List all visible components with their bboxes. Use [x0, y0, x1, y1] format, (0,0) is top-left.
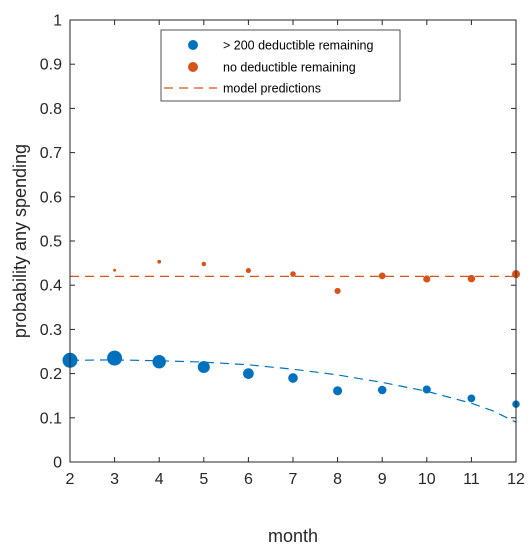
- model-prediction-line-3: [69, 359, 517, 423]
- legend-entry-deductible-remaining: > 200 deductible remaining: [188, 39, 373, 53]
- no-deductible-point: [290, 271, 296, 277]
- y-tick-label: 0.8: [40, 101, 62, 118]
- no-deductible-point: [201, 261, 207, 267]
- no-deductible-point: [113, 268, 117, 272]
- legend-box: [160, 29, 401, 102]
- y-tick-label: 0.7: [40, 145, 62, 162]
- no-deductible-point: [378, 272, 386, 280]
- legend-label-deductible-remaining: > 200 deductible remaining: [223, 39, 373, 53]
- deductible-remaining-point: [333, 386, 343, 396]
- no-deductible-point: [423, 275, 431, 283]
- y-tick-label: 1: [53, 13, 62, 30]
- y-tick-label: 0.1: [40, 410, 62, 427]
- plot-frame: [69, 19, 517, 463]
- legend-label-no-deductible: no deductible remaining: [223, 61, 356, 75]
- y-tick-label: 0.9: [40, 57, 62, 74]
- y-tick-label: 0.3: [40, 322, 62, 339]
- y-tick-label: 0.4: [40, 278, 62, 295]
- y-axis-ticks: 0 0.1 0.2 0.3 0.4 0.5 0.6 0.7 0.8 0.9 1: [40, 13, 516, 472]
- x-tick-label: 7: [289, 471, 298, 488]
- y-tick-label: 0.6: [40, 189, 62, 206]
- x-tick-label: 3: [110, 471, 119, 488]
- x-tick-label: 6: [244, 471, 253, 488]
- y-tick-label: 0.5: [40, 234, 62, 251]
- deductible-remaining-point: [422, 385, 431, 394]
- legend-marker-blue-dot: [188, 40, 198, 50]
- no-deductible-point: [467, 274, 476, 283]
- deductible-remaining-point: [377, 385, 387, 395]
- deductible-remaining-point: [152, 355, 166, 369]
- legend-entry-no-deductible: no deductible remaining: [188, 61, 356, 75]
- deductible-remaining-point: [288, 373, 298, 383]
- y-axis-label: probability any spending: [10, 144, 30, 338]
- x-axis-label: month: [268, 526, 318, 546]
- x-tick-label: 2: [66, 471, 75, 488]
- x-tick-label: 9: [378, 471, 387, 488]
- model-prediction-lines: [69, 275, 517, 423]
- x-tick-label: 12: [507, 471, 525, 488]
- x-tick-label: 8: [333, 471, 342, 488]
- deductible-remaining-point: [197, 360, 210, 374]
- x-tick-label: 11: [463, 471, 480, 488]
- x-axis-ticks: 2 3 4 5 6 7 8 9 10 11 12: [66, 20, 525, 488]
- y-tick-label: 0.2: [40, 366, 62, 383]
- legend-entry-model-predictions: model predictions: [164, 82, 321, 96]
- deductible-remaining-point: [467, 394, 476, 403]
- legend-marker-orange-dot: [188, 62, 198, 72]
- deductible-remaining-point: [107, 350, 123, 366]
- x-tick-label: 4: [155, 471, 164, 488]
- no-deductible-point: [157, 259, 162, 264]
- x-tick-label: 10: [418, 471, 436, 488]
- x-tick-label: 5: [199, 471, 208, 488]
- legend: > 200 deductible remaining no deductible…: [160, 29, 401, 102]
- data-points: [62, 259, 521, 408]
- y-tick-label: 0: [53, 455, 62, 472]
- no-deductible-point: [245, 268, 251, 274]
- deductible-remaining-point: [243, 368, 254, 379]
- no-deductible-point: [334, 287, 341, 294]
- legend-label-model-predictions: model predictions: [223, 82, 321, 96]
